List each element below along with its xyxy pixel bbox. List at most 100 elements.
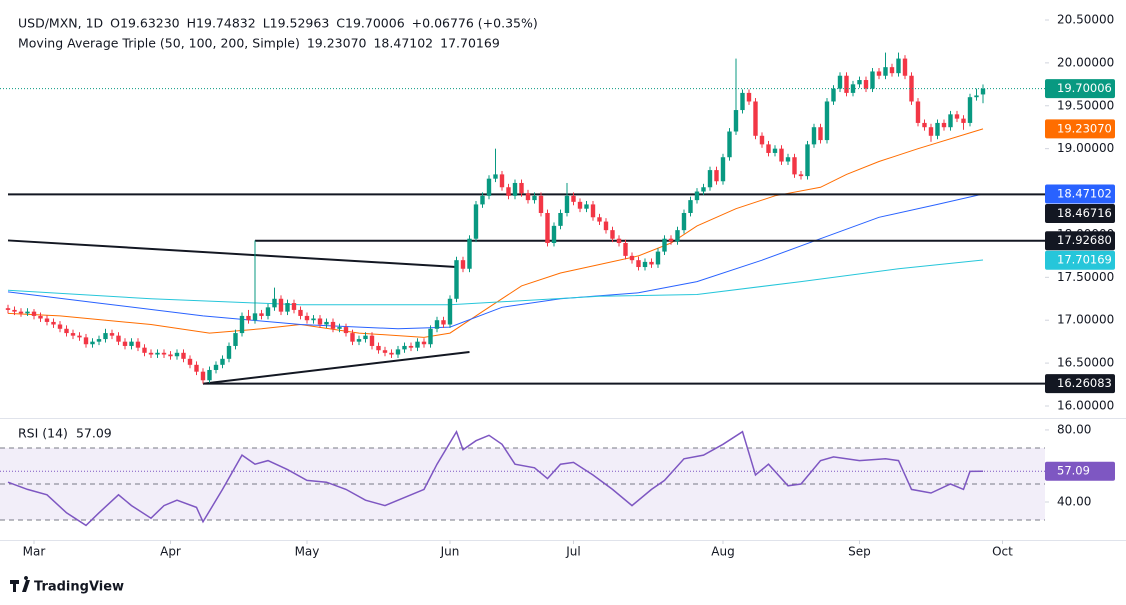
candle-body <box>83 337 89 345</box>
header-text: O19.63230 <box>110 16 180 31</box>
x-tick-label: Jun <box>440 545 460 559</box>
candle-body <box>304 315 310 321</box>
candle-body <box>285 303 290 312</box>
candle-body <box>967 97 973 123</box>
candle-body <box>655 251 661 265</box>
rsi-badge <box>1045 461 1115 481</box>
candle-body <box>337 327 342 329</box>
candle-body <box>961 118 966 123</box>
header-text: 18.47102 <box>373 36 433 51</box>
price-badge-text: 18.47102 <box>1057 187 1112 201</box>
candle-body <box>194 364 199 372</box>
candle-body <box>512 182 518 196</box>
candle-body <box>447 298 453 325</box>
price-badge <box>1045 374 1115 394</box>
candle-body <box>545 212 550 244</box>
price-badge-text: 16.26083 <box>1057 376 1112 390</box>
candle-body <box>980 88 986 95</box>
trendline <box>7 239 457 269</box>
candle-body <box>772 148 778 153</box>
price-badge-text: 17.70169 <box>1057 253 1112 267</box>
candle-body <box>421 341 427 345</box>
candle-body <box>480 195 485 205</box>
candle-body <box>454 260 459 299</box>
candle-body <box>506 187 511 196</box>
candle-body <box>324 321 329 325</box>
candle-body <box>155 352 160 355</box>
candle-body <box>824 101 830 141</box>
price-badge-text: 19.70006 <box>1057 81 1112 95</box>
x-tick-label: Jul <box>565 545 580 559</box>
price-badge <box>1045 119 1115 139</box>
header-text: USD/MXN, 1D <box>18 16 103 31</box>
candle-body <box>753 101 758 136</box>
candle-body <box>70 333 76 336</box>
candle-body <box>168 354 173 357</box>
candle-body <box>896 58 901 74</box>
candle-body <box>948 114 953 128</box>
candle-body <box>415 341 420 348</box>
candle-body <box>493 174 498 179</box>
candle-body <box>558 212 563 226</box>
candle-body <box>51 321 56 325</box>
candle-body <box>434 320 440 329</box>
candle-body <box>174 352 180 357</box>
candle-body <box>376 345 381 351</box>
x-tick-label: Mar <box>23 545 46 559</box>
header-text: Moving Average Triple (50, 100, 200, Sim… <box>18 36 300 51</box>
logo-icon <box>10 576 30 592</box>
candle-body <box>135 341 141 348</box>
x-tick-label: Sep <box>848 545 871 559</box>
candle-body <box>902 58 908 76</box>
candle-body <box>161 352 167 355</box>
candle-body <box>181 352 186 359</box>
x-tick-label: Aug <box>711 545 734 559</box>
logo-text: TradingView <box>34 580 124 595</box>
candle-body <box>688 200 693 213</box>
legend-header: USD/MXN, 1D O19.63230 H19.74832 L19.52963 C1… <box>18 16 538 441</box>
price-badge <box>1045 79 1115 99</box>
y-tick-label: 19.00000 <box>1057 141 1114 155</box>
candle-body <box>44 318 50 322</box>
candle-body <box>369 335 375 346</box>
candle-body <box>389 352 394 355</box>
trendline <box>202 350 470 385</box>
candle-body <box>629 255 635 261</box>
candle-body <box>844 75 849 93</box>
candle-body <box>96 339 102 342</box>
header-text: 19.23070 <box>307 36 367 51</box>
y-tick-label: 40.00 <box>1057 494 1091 508</box>
price-badge-text: 18.46716 <box>1057 206 1112 220</box>
candle-body <box>259 313 264 316</box>
candle-body <box>265 307 271 316</box>
candle-body <box>460 260 466 269</box>
candle-body <box>818 127 823 141</box>
y-tick-label: 20.00000 <box>1057 55 1114 69</box>
candle-body <box>57 324 63 329</box>
candle-body <box>941 122 947 128</box>
rsi-badge-text: 57.09 <box>1057 464 1090 478</box>
candle-body <box>363 335 368 340</box>
candle-body <box>122 341 128 346</box>
candle-body <box>642 261 648 268</box>
candle-body <box>590 204 596 218</box>
candle-body <box>727 131 732 158</box>
rsi-pane <box>0 429 1045 527</box>
candle-body <box>77 335 82 338</box>
header-text: L19.52963 <box>263 16 330 31</box>
candle-body <box>759 135 765 145</box>
candle-body <box>25 311 30 314</box>
candle-body <box>733 110 739 132</box>
moving-average-line <box>7 259 984 306</box>
candle-body <box>564 195 570 213</box>
candle-body <box>694 191 700 201</box>
candle-body <box>616 238 622 244</box>
candle-body <box>922 122 927 128</box>
candle-body <box>64 328 69 334</box>
candle-body <box>467 238 472 269</box>
candle-body <box>928 127 934 136</box>
candle-body <box>701 187 706 192</box>
candle-body <box>31 311 37 316</box>
candle-body <box>278 298 284 312</box>
header-text: +0.06776 (+0.35%) <box>412 16 538 31</box>
